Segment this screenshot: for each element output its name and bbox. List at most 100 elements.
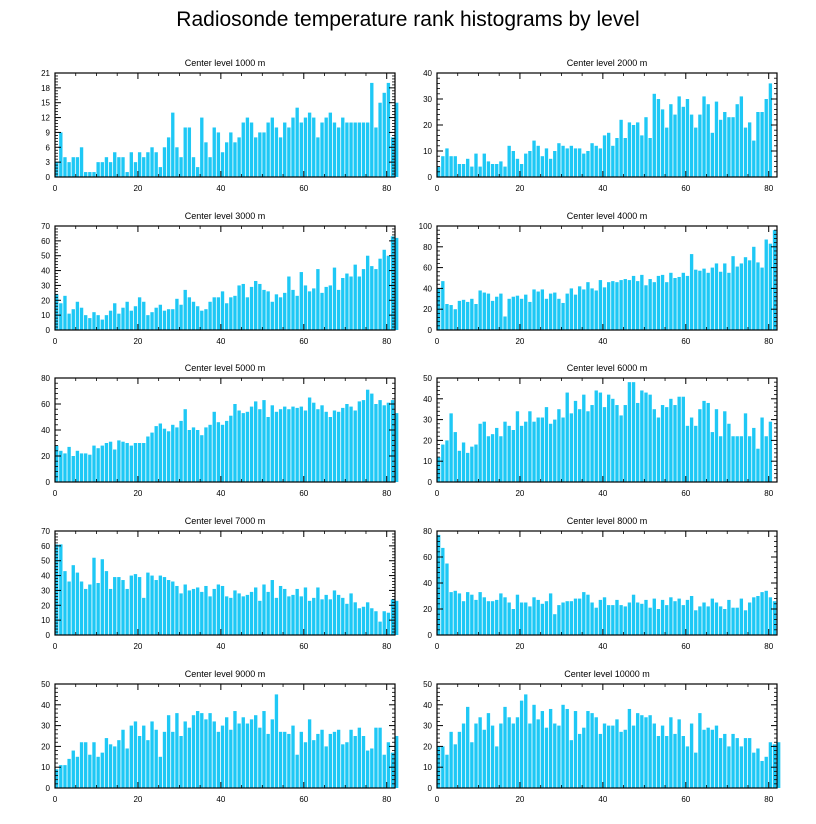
- histogram-bar: [714, 101, 719, 177]
- histogram-bar: [249, 122, 254, 177]
- histogram-bar: [332, 590, 337, 635]
- histogram-bar: [395, 102, 399, 177]
- histogram-bar: [681, 736, 685, 788]
- histogram-bar: [685, 746, 690, 788]
- panel-title: Center level 1000 m: [185, 58, 266, 68]
- histogram-bar: [466, 301, 470, 330]
- histogram-bar: [544, 148, 549, 177]
- histogram-bar: [96, 583, 100, 635]
- histogram-bar: [88, 754, 92, 788]
- histogram-bar: [249, 719, 254, 788]
- histogram-bar: [723, 411, 727, 482]
- histogram-bar: [71, 750, 75, 788]
- histogram-bar: [747, 436, 752, 482]
- x-tick-label: 20: [133, 642, 142, 651]
- histogram-bar: [216, 731, 221, 788]
- histogram-bar: [320, 729, 324, 788]
- histogram-bar: [499, 293, 503, 330]
- histogram-bar: [466, 452, 470, 482]
- histogram-bar: [96, 315, 100, 330]
- histogram-bar: [146, 315, 150, 330]
- histogram-bar: [395, 413, 399, 482]
- histogram-bar: [382, 611, 386, 635]
- histogram-bar: [100, 319, 104, 330]
- histogram-bar: [503, 316, 507, 330]
- histogram-bar: [710, 132, 715, 177]
- histogram-bar: [482, 292, 486, 330]
- histogram-bar: [175, 298, 179, 330]
- histogram-bar: [395, 237, 399, 330]
- histogram-bar: [528, 301, 532, 330]
- y-tick-label: 0: [46, 784, 51, 793]
- plot-frame: [54, 530, 396, 636]
- x-tick-label: 60: [299, 795, 308, 804]
- histogram-bar: [685, 99, 690, 177]
- y-tick-label: 10: [423, 457, 432, 466]
- histogram-bar: [287, 596, 291, 635]
- histogram-bar: [216, 132, 221, 177]
- y-tick-label: 0: [46, 326, 51, 335]
- histogram-bar: [345, 404, 349, 482]
- histogram-bar: [660, 725, 665, 788]
- histogram-bar: [353, 736, 357, 788]
- histogram-bar: [220, 152, 225, 177]
- y-tick-label: 40: [41, 572, 50, 581]
- histogram-bar: [445, 148, 449, 177]
- panel-title: Center level 3000 m: [185, 211, 266, 221]
- histogram-bar: [449, 731, 453, 788]
- histogram-bar: [515, 158, 520, 177]
- histogram-bar: [590, 602, 594, 635]
- histogram-bar: [747, 602, 752, 635]
- histogram-bar: [768, 243, 773, 330]
- histogram-bar: [470, 446, 474, 482]
- histogram-bar: [187, 297, 192, 330]
- histogram-bar: [602, 287, 607, 330]
- histogram-bar: [96, 162, 100, 177]
- histogram-bar: [108, 441, 113, 482]
- histogram-bar: [519, 602, 524, 635]
- histogram-bar: [623, 729, 627, 788]
- histogram-bar: [361, 122, 366, 177]
- histogram-bar: [528, 151, 532, 177]
- histogram-bar: [673, 405, 677, 482]
- histogram-bar: [611, 145, 615, 177]
- histogram-bar: [565, 392, 569, 482]
- histogram-bar: [582, 727, 586, 788]
- histogram-bar: [495, 296, 499, 330]
- histogram-bar: [200, 310, 204, 330]
- histogram-bar: [79, 453, 84, 482]
- histogram-bar: [113, 449, 117, 482]
- histogram-bar: [357, 727, 362, 788]
- histogram-bar: [270, 301, 274, 330]
- histogram-bar: [689, 596, 694, 635]
- histogram-bar: [743, 610, 748, 635]
- y-tick-label: 10: [423, 147, 432, 156]
- histogram-bar: [216, 422, 221, 482]
- histogram-bar: [291, 725, 295, 788]
- histogram-bar: [212, 588, 216, 635]
- histogram-bar: [183, 289, 187, 330]
- histogram-bar: [619, 605, 623, 635]
- histogram-bar: [445, 304, 449, 330]
- x-tick-label: 20: [515, 337, 524, 346]
- y-tick-label: 30: [423, 416, 432, 425]
- histogram-bar: [166, 580, 171, 635]
- histogram-bar: [328, 112, 333, 177]
- histogram-bar: [615, 282, 619, 330]
- histogram-bar: [470, 594, 474, 635]
- histogram-bar: [175, 427, 179, 482]
- histogram-bar: [582, 289, 586, 330]
- histogram-bar: [158, 756, 163, 788]
- histogram-bar: [229, 597, 233, 635]
- histogram-bar: [278, 731, 283, 788]
- histogram-bar: [453, 744, 457, 788]
- panel-title: Center level 2000 m: [567, 58, 648, 68]
- x-tick-label: 20: [133, 795, 142, 804]
- y-tick-label: 6: [46, 143, 51, 152]
- histogram-bar: [702, 602, 706, 635]
- histogram-bar: [457, 593, 462, 635]
- x-tick-label: 40: [598, 795, 607, 804]
- histogram-bar: [474, 723, 478, 788]
- histogram-bar: [702, 96, 706, 177]
- histogram-bar: [457, 300, 462, 330]
